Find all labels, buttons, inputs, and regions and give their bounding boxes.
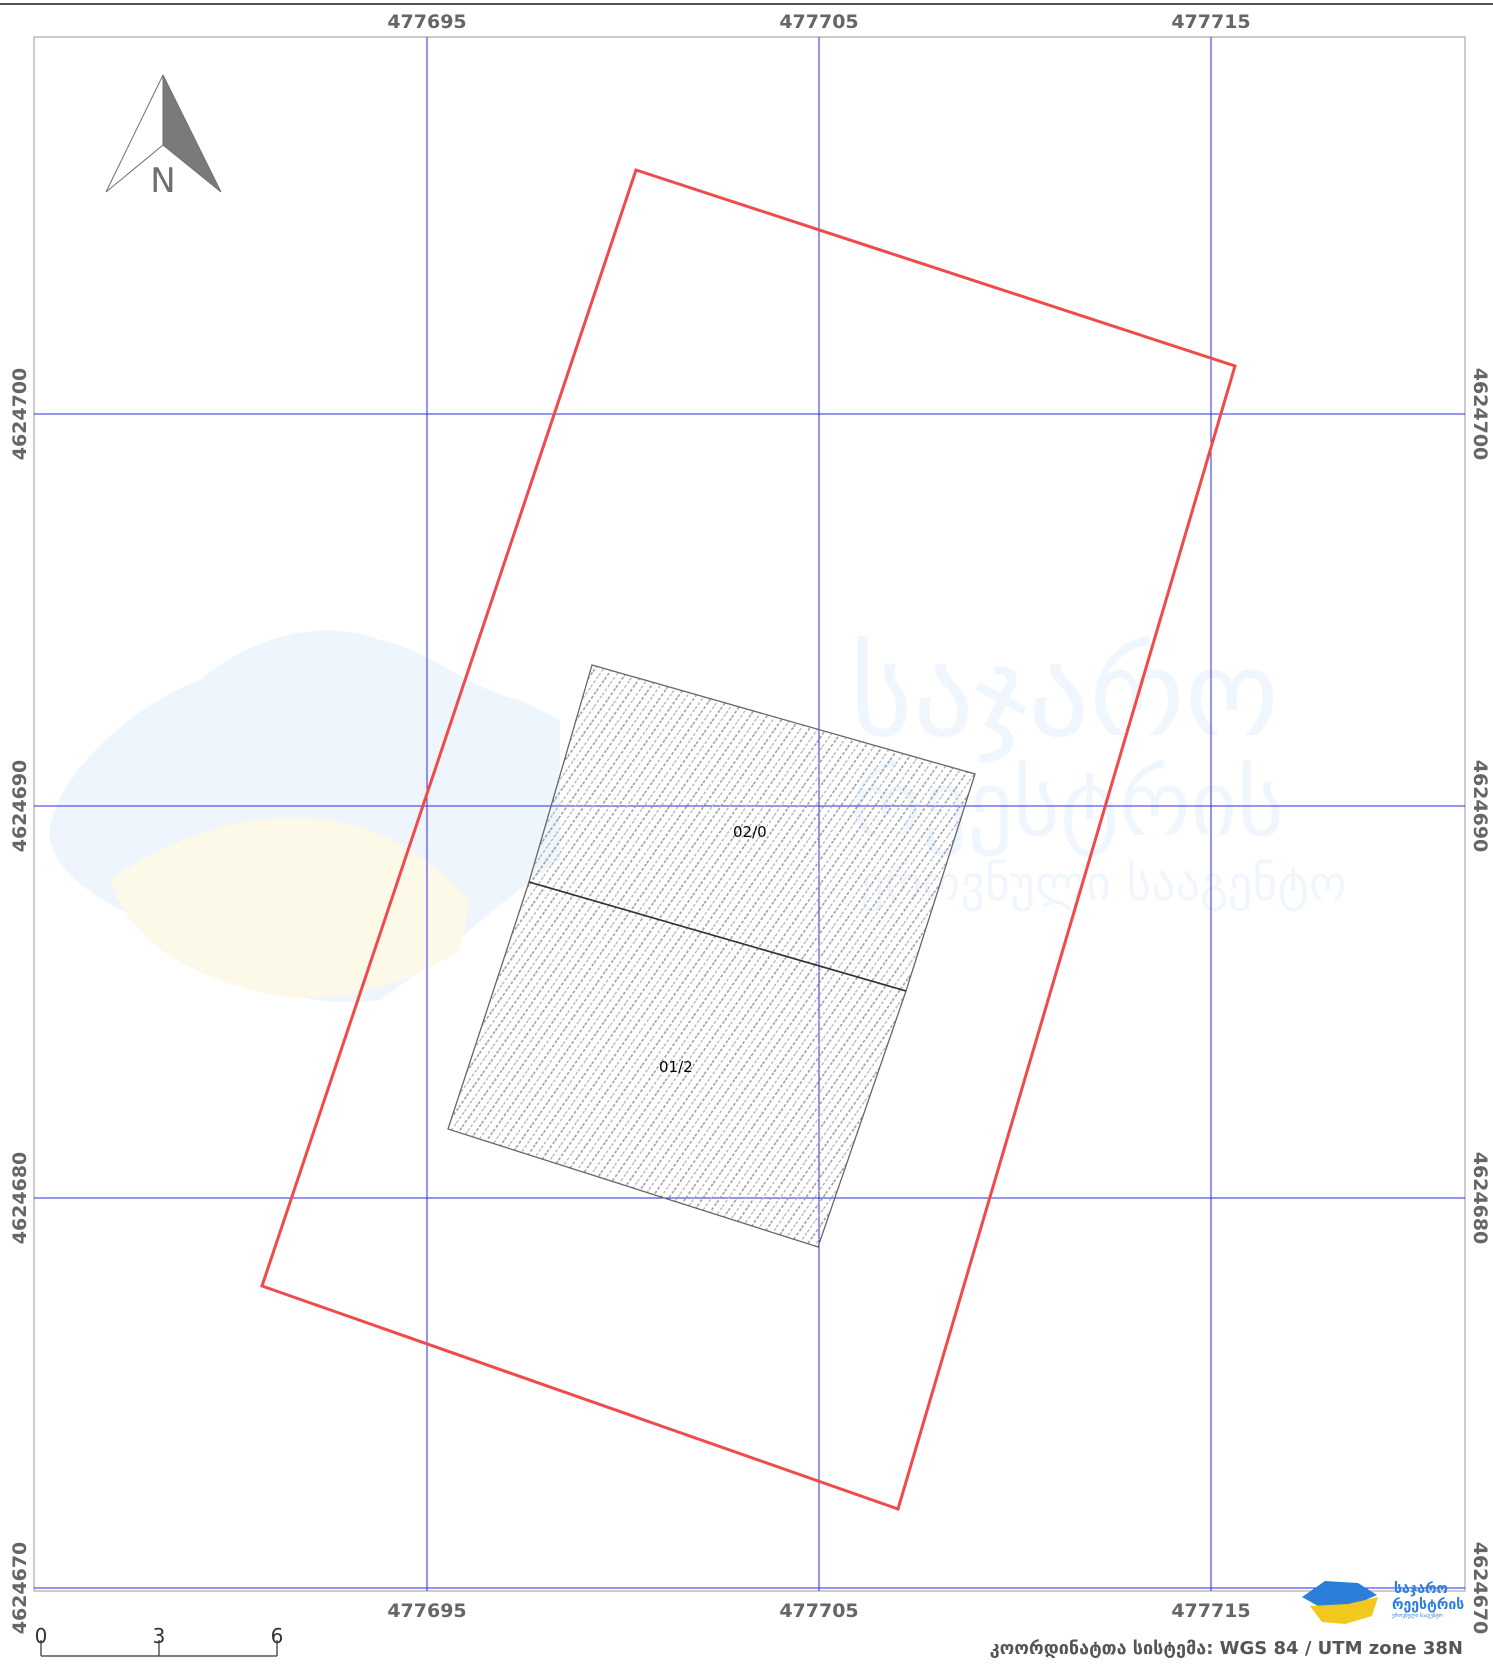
right-y-label-4624670: 4624670 [1469,1542,1491,1635]
left-y-label-4624680: 4624680 [9,1152,31,1245]
bottom-x-label-477705: 477705 [779,1600,858,1622]
north-arrow-icon: N [105,74,222,201]
logo-line-2: რეესტრის [1392,1597,1464,1613]
watermark-line-1: საჯარო [850,625,1279,764]
crs-label: კოორდინატთა სისტემა: WGS 84 / UTM zone 3… [990,1638,1463,1659]
left-y-label-4624700: 4624700 [9,368,31,461]
map-frame [33,36,1466,1592]
scale-tick-6: 6 [271,1624,284,1648]
top-x-label-477715: 477715 [1171,11,1250,33]
top-x-label-477695: 477695 [387,11,466,33]
top-x-label-477705: 477705 [779,11,858,33]
left-y-label-4624670: 4624670 [9,1542,31,1635]
left-y-label-4624690: 4624690 [9,760,31,853]
scale-bar: 0 3 6 [35,1624,284,1657]
right-y-label-4624690: 4624690 [1469,760,1491,853]
bottom-x-label-477715: 477715 [1171,1600,1250,1622]
north-arrow-letter: N [150,161,175,201]
parcel-divider [528,881,907,992]
scale-tick-0: 0 [35,1624,48,1648]
parcel-label-01-2: 01/2 [659,1058,693,1076]
parcel-label-02-0: 02/0 [733,823,767,841]
logo-line-3: ეროვნული სააგენტო [1392,1612,1443,1619]
agency-logo: საჯარო რეესტრის ეროვნული სააგენტო [1302,1581,1464,1624]
scale-tick-3: 3 [153,1624,166,1648]
bottom-x-label-477695: 477695 [387,1600,466,1622]
watermark: საჯარო რეესტრის ეროვნული სააგენტო [49,625,1347,1002]
right-y-label-4624680: 4624680 [1469,1152,1491,1245]
boundary-polygon [260,168,1237,1511]
logo-line-1: საჯარო [1394,1581,1448,1597]
right-y-label-4624700: 4624700 [1469,368,1491,461]
